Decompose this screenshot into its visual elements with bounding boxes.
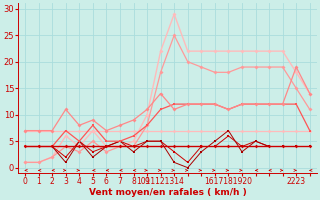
X-axis label: Vent moyen/en rafales ( km/h ): Vent moyen/en rafales ( km/h ) (89, 188, 246, 197)
